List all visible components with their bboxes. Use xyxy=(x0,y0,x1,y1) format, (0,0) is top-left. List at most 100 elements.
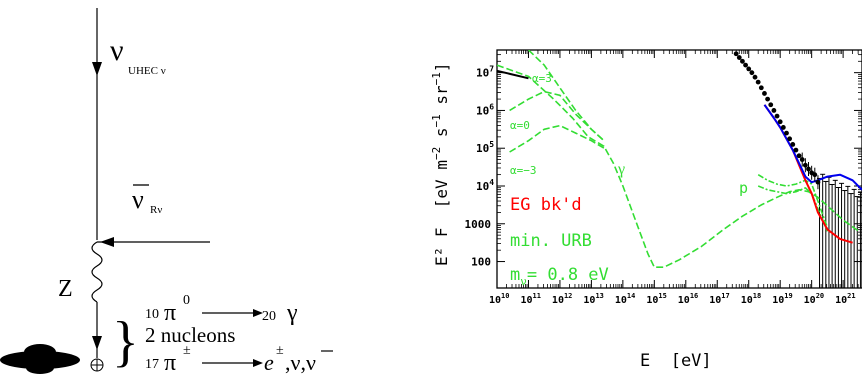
x-tick-exponent: 12 xyxy=(564,292,572,300)
data-point-data_low xyxy=(762,91,767,96)
x-tick-exponent: 10 xyxy=(501,292,509,300)
series-low_energy_segment xyxy=(497,69,529,80)
data-point-data_low xyxy=(765,96,771,102)
decay-arrow xyxy=(92,336,102,350)
x-tick-exponent: 17 xyxy=(721,292,729,300)
data-point-data_low xyxy=(777,119,783,125)
data-point-data_low xyxy=(758,85,764,91)
uhe-neutrino-subscript: UHEC ν xyxy=(128,65,166,77)
x-tick-base: 10 xyxy=(552,295,564,306)
flux-chart: 1010 1011 1012 1013 1014 1015 1016 1017 1018 1019… xyxy=(430,49,862,371)
x-tick-base: 10 xyxy=(709,295,721,306)
data-point-data_low xyxy=(733,51,739,57)
pi0-symbol: π xyxy=(164,300,176,326)
legend-eg-background: EG bk'd xyxy=(510,195,582,215)
legend-neutrino-mass: mν= 0.8 eV xyxy=(510,265,609,288)
data-point-data_low xyxy=(746,66,752,72)
plot-frame xyxy=(496,49,862,289)
data-point-data_low xyxy=(736,55,742,60)
x-tick-exponent: 14 xyxy=(627,292,635,300)
series-photon_main xyxy=(497,64,860,268)
y-tick-label: 106 xyxy=(476,102,494,117)
galaxy-icon xyxy=(0,344,80,374)
oplus-icon xyxy=(90,358,104,372)
x-tick-label: 1017 xyxy=(709,292,729,306)
series-total_fit xyxy=(763,104,862,191)
x-axis-label: E [eV] xyxy=(640,351,712,371)
x-tick-label: 1011 xyxy=(520,292,540,306)
x-tick-base: 10 xyxy=(772,295,784,306)
x-tick-base: 10 xyxy=(583,295,595,306)
x-tick-label: 1013 xyxy=(583,292,603,306)
y-tick-base: 10 xyxy=(476,67,489,80)
pipm-symbol: π xyxy=(164,350,176,375)
series-photon_alpha3 xyxy=(527,50,605,142)
z-burst-diagram: ν UHEC ν ν Rν Z } 10 π 0 2 xyxy=(0,8,333,375)
y-tick-exponent: 7 xyxy=(489,65,494,74)
relic-neutrino-arrow xyxy=(100,237,114,247)
series-proton_a xyxy=(757,174,829,228)
x-tick-label: 1016 xyxy=(678,292,698,306)
x-tick-label: 1010 xyxy=(489,292,509,306)
y-tick-base: 10 xyxy=(476,180,489,193)
y-tick-label: 107 xyxy=(476,65,494,80)
y-axis-label-close: ] xyxy=(432,62,451,72)
z-boson-propagator xyxy=(91,241,103,303)
x-tick-base: 10 xyxy=(678,295,690,306)
nucleons-label: 2 nucleons xyxy=(145,323,235,347)
y-tick-exponent: 5 xyxy=(489,140,494,149)
x-tick-labels: 1010 1011 1012 1013 1014 1015 1016 1017 1018 1019… xyxy=(489,292,856,306)
x-tick-label: 1015 xyxy=(646,292,666,306)
x-tick-exponent: 19 xyxy=(784,292,792,300)
x-tick-label: 1014 xyxy=(615,292,635,306)
x-tick-label: 1020 xyxy=(804,292,824,306)
z-boson-label: Z xyxy=(58,276,73,302)
pi0-count: 10 xyxy=(145,307,159,322)
y-axis-label-exp1: −2 xyxy=(430,147,443,160)
neutrino-products: ,ν,ν xyxy=(285,350,316,375)
pipm-count: 17 xyxy=(145,357,159,372)
data-point-data_low xyxy=(793,147,799,153)
y-tick-label: 100 xyxy=(471,256,491,269)
y-axis-label-mid: s xyxy=(432,128,451,147)
x-tick-exponent: 21 xyxy=(847,292,855,300)
y-tick-base: 10 xyxy=(476,142,489,155)
uhe-neutrino-symbol: ν xyxy=(110,34,124,67)
x-tick-exponent: 11 xyxy=(533,292,541,300)
legend-mnu-value: = 0.8 eV xyxy=(527,265,609,285)
series-photon_alpha0 xyxy=(509,90,605,142)
relic-neutrino-symbol: ν xyxy=(132,185,144,214)
x-tick-base: 10 xyxy=(741,295,753,306)
annotation-alpha0: α=0 xyxy=(510,119,530,132)
y-tick-base: 10 xyxy=(476,104,489,117)
y-tick-label: 1000 xyxy=(465,218,492,231)
pipm-superscript: ± xyxy=(183,343,191,358)
legend-min-urb: min. URB xyxy=(510,231,592,251)
legend-mnu-symbol: m xyxy=(510,265,520,285)
decay-brace: } xyxy=(112,311,139,373)
x-tick-exponent: 16 xyxy=(690,292,698,300)
y-axis-label-end: sr xyxy=(432,85,451,114)
data-point-data_low xyxy=(784,130,789,136)
annotation-alpham3: α=−3 xyxy=(510,164,537,177)
relic-neutrino-subscript: Rν xyxy=(150,204,162,216)
x-tick-base: 10 xyxy=(520,295,532,306)
lepton-superscript: ± xyxy=(276,343,284,358)
series-photon_alpham3 xyxy=(509,124,605,153)
data-point-data_low xyxy=(752,74,758,80)
x-tick-base: 10 xyxy=(804,295,816,306)
annotation-proton: p xyxy=(739,179,748,197)
x-tick-exponent: 18 xyxy=(753,292,761,300)
y-tick-label: 104 xyxy=(476,178,494,193)
x-tick-label: 1021 xyxy=(835,292,855,306)
data-point-data_low xyxy=(743,62,748,68)
data-point-data_low xyxy=(740,58,745,64)
data-point-data_low xyxy=(790,142,796,147)
uhe-neutrino-arrow xyxy=(92,62,102,76)
y-axis-label-exp2: −1 xyxy=(430,114,443,127)
annotation-gamma: γ xyxy=(617,161,625,178)
y-tick-exponent: 6 xyxy=(489,102,494,111)
data-point-data_low xyxy=(796,153,802,159)
